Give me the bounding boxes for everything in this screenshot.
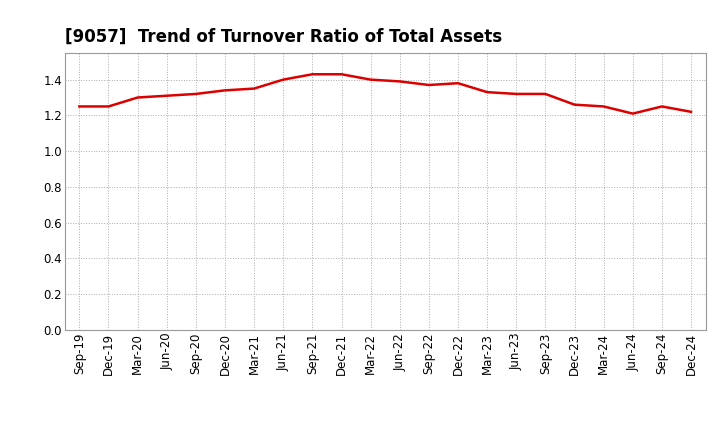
Text: [9057]  Trend of Turnover Ratio of Total Assets: [9057] Trend of Turnover Ratio of Total …	[65, 28, 502, 46]
